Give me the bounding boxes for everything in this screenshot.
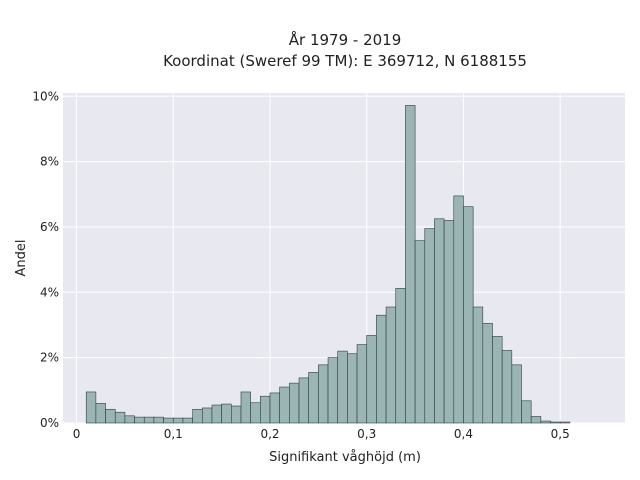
histogram-bar [192, 408, 203, 424]
histogram-bar [453, 195, 464, 424]
histogram-bar [501, 350, 513, 424]
histogram-bar [414, 240, 426, 424]
x-axis-ticks: 0 0,1 0,2 0,3 0,4 0,5 [73, 427, 570, 441]
histogram-bar [221, 403, 232, 424]
histogram-bar [298, 377, 309, 424]
histogram-bar [95, 403, 106, 424]
y-axis-label: Andel [14, 240, 29, 277]
histogram-bar [530, 416, 542, 424]
y-tick-label: 4% [40, 285, 59, 299]
histogram-bar [540, 420, 551, 424]
histogram-bar [434, 218, 445, 424]
histogram-bar [105, 408, 116, 424]
histogram-bar [279, 386, 290, 424]
histogram-bar [366, 335, 377, 424]
x-tick-label: 0,2 [260, 427, 279, 441]
x-tick-label: 0,4 [454, 427, 473, 441]
y-tick-label: 6% [40, 220, 59, 234]
histogram-bar [163, 417, 174, 424]
histogram-bar [182, 417, 193, 424]
histogram-bar [211, 404, 222, 424]
x-tick-label: 0 [73, 427, 81, 441]
histogram-bar [114, 411, 126, 424]
histogram-bar [463, 206, 474, 424]
x-tick-label: 0,1 [164, 427, 183, 441]
histogram-bar [559, 421, 571, 424]
histogram-bar [231, 405, 242, 424]
x-axis-label: Signifikant våghöjd (m) [269, 450, 421, 465]
y-tick-label: 10% [32, 89, 59, 103]
histogram-bar [482, 323, 493, 424]
histogram-bar [318, 364, 329, 424]
histogram-bar [153, 416, 164, 424]
histogram-bar [395, 288, 406, 424]
histogram-bar [269, 392, 280, 424]
y-tick-label: 2% [40, 351, 59, 365]
histogram-bar [424, 228, 435, 424]
histogram-bar [124, 415, 135, 424]
histogram-bar [289, 382, 300, 424]
histogram-bar [201, 407, 213, 424]
histogram-bar [327, 357, 339, 424]
histogram-bar [472, 306, 484, 424]
histogram-bar [385, 306, 397, 424]
x-tick-label: 0,3 [357, 427, 376, 441]
x-tick-label: 0,5 [551, 427, 570, 441]
histogram-bar [550, 421, 561, 424]
histogram-bar [347, 353, 358, 424]
histogram-bars [85, 105, 571, 424]
y-tick-label: 8% [40, 155, 59, 169]
histogram-bar [260, 395, 271, 424]
histogram-bar [85, 391, 97, 424]
histogram-bar [134, 416, 145, 424]
chart-title-line-1: År 1979 - 2019 [289, 30, 402, 49]
histogram-bar [376, 314, 387, 424]
histogram-bar [443, 220, 455, 424]
histogram-bar [405, 105, 416, 424]
histogram-bar [240, 391, 251, 424]
chart-title-line-2: Koordinat (Sweref 99 TM): E 369712, N 61… [163, 52, 527, 70]
y-axis-ticks: 0% 2% 4% 6% 8% 10% [32, 89, 59, 430]
y-tick-label: 0% [40, 416, 59, 430]
histogram-bar [172, 417, 184, 424]
histogram-bar [356, 344, 368, 424]
histogram-bar [308, 372, 319, 424]
histogram-bar [337, 350, 348, 424]
histogram-bar [250, 402, 261, 424]
histogram-bar [521, 400, 532, 424]
histogram-bar [511, 364, 522, 424]
histogram-bar [492, 336, 503, 424]
histogram-bar [143, 416, 155, 424]
